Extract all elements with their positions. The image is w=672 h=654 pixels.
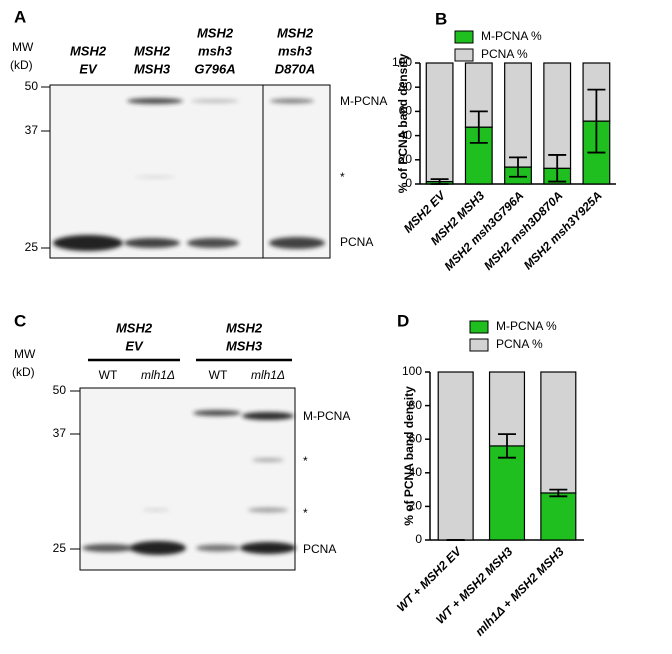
y-tick-label: 80 [409,398,423,412]
y-tick-label: 60 [409,431,423,445]
marker-label: 50 [25,79,39,93]
lane-label: MSH2 [197,25,234,40]
legend-label: PCNA % [496,337,543,351]
group-label: MSH2 [226,320,263,335]
lane-label: EV [79,61,98,76]
legend-swatch [454,48,474,62]
blot-frame [49,84,331,259]
error-bar [549,488,568,498]
band [248,507,288,513]
lane-label: MSH3 [134,61,171,76]
y-tick-label: 20 [399,152,413,166]
band [127,98,183,104]
band [142,508,170,512]
band [270,98,314,104]
lane-label: mlh1Δ [141,368,175,382]
band-label: M-PCNA [340,94,387,108]
bar-segment [488,445,526,541]
panel-letter: D [397,311,409,330]
legend-swatch [454,30,474,44]
band [82,544,134,552]
band [242,412,294,420]
group-label: EV [125,338,144,353]
band-label: * [340,170,345,184]
y-tick-label: 100 [402,364,422,378]
mw-label: (kD) [12,365,35,379]
bar-segment [543,62,572,169]
band [252,458,284,462]
lane-label: G796A [194,61,235,76]
error-bar [498,433,516,459]
panel-letter: A [14,7,26,26]
band-label: PCNA [340,235,373,249]
mw-label: (kD) [10,58,33,72]
lane-label: WT [99,368,118,382]
marker-label: 25 [53,541,67,555]
band [196,544,240,552]
lane-label: mlh1Δ [251,368,285,382]
error-bar [469,110,488,144]
blot-panel-a: A MW (kD) MSH2 EV MSH2 MSH3 MSH2 msh3 G7… [10,7,387,259]
band-label: * [303,454,308,468]
error-bar [509,156,527,178]
blot-panel-c: C MW (kD) MSH2 EV MSH2 MSH3 WT mlh1Δ WT … [12,311,350,571]
bar-segment [504,62,532,168]
legend-label: M-PCNA % [481,29,542,43]
bar-segment [437,371,474,541]
panel-letter: C [14,311,26,330]
lane-label: msh3 [198,43,233,58]
lane-label: MSH2 [134,43,171,58]
band [124,238,180,248]
marker-label: 25 [25,240,39,254]
marker-label: 50 [53,383,67,397]
legend-label: PCNA % [481,47,528,61]
band [53,235,123,251]
band [130,541,186,555]
error-bar [548,154,567,183]
error-bar [587,88,606,154]
bar-segment [540,371,577,494]
band-label: PCNA [303,542,336,556]
lane-label: msh3 [278,43,313,58]
y-tick-label: 20 [409,499,423,513]
y-tick-label: 0 [405,176,412,190]
y-axis-label: % of PCNA band density [396,53,410,193]
legend-label: M-PCNA % [496,319,557,333]
band [191,99,239,103]
marker-label: 37 [53,426,67,440]
band-label: M-PCNA [303,409,350,423]
y-tick-label: 40 [399,128,413,142]
mw-label: MW [12,40,34,54]
panel-letter: B [435,9,447,28]
band [193,410,241,416]
y-tick-label: 0 [415,532,422,546]
group-label: MSH3 [226,338,263,353]
group-label: MSH2 [116,320,153,335]
error-bar [430,178,449,185]
bar-segment [425,62,454,183]
y-tick-label: 60 [399,104,413,118]
y-axis-label: % of PCNA band density [402,386,416,526]
lane-label: MSH2 [70,43,107,58]
bar-segment [540,492,577,541]
y-tick-label: 80 [399,79,413,93]
lane-label: MSH2 [277,25,314,40]
marker-label: 37 [25,123,39,137]
band-label: * [303,506,308,520]
legend-swatch [469,338,489,352]
lane-label: D870A [275,61,315,76]
legend-swatch [469,320,489,334]
mw-label: MW [14,347,36,361]
band [135,175,175,179]
lane-label: WT [209,368,228,382]
y-tick-label: 100 [392,55,412,69]
band [269,237,325,249]
band [240,542,296,554]
band [187,238,239,248]
x-tick-label: mlh1Δ + MSH2 MSH3 [472,544,566,638]
y-tick-label: 40 [409,465,423,479]
